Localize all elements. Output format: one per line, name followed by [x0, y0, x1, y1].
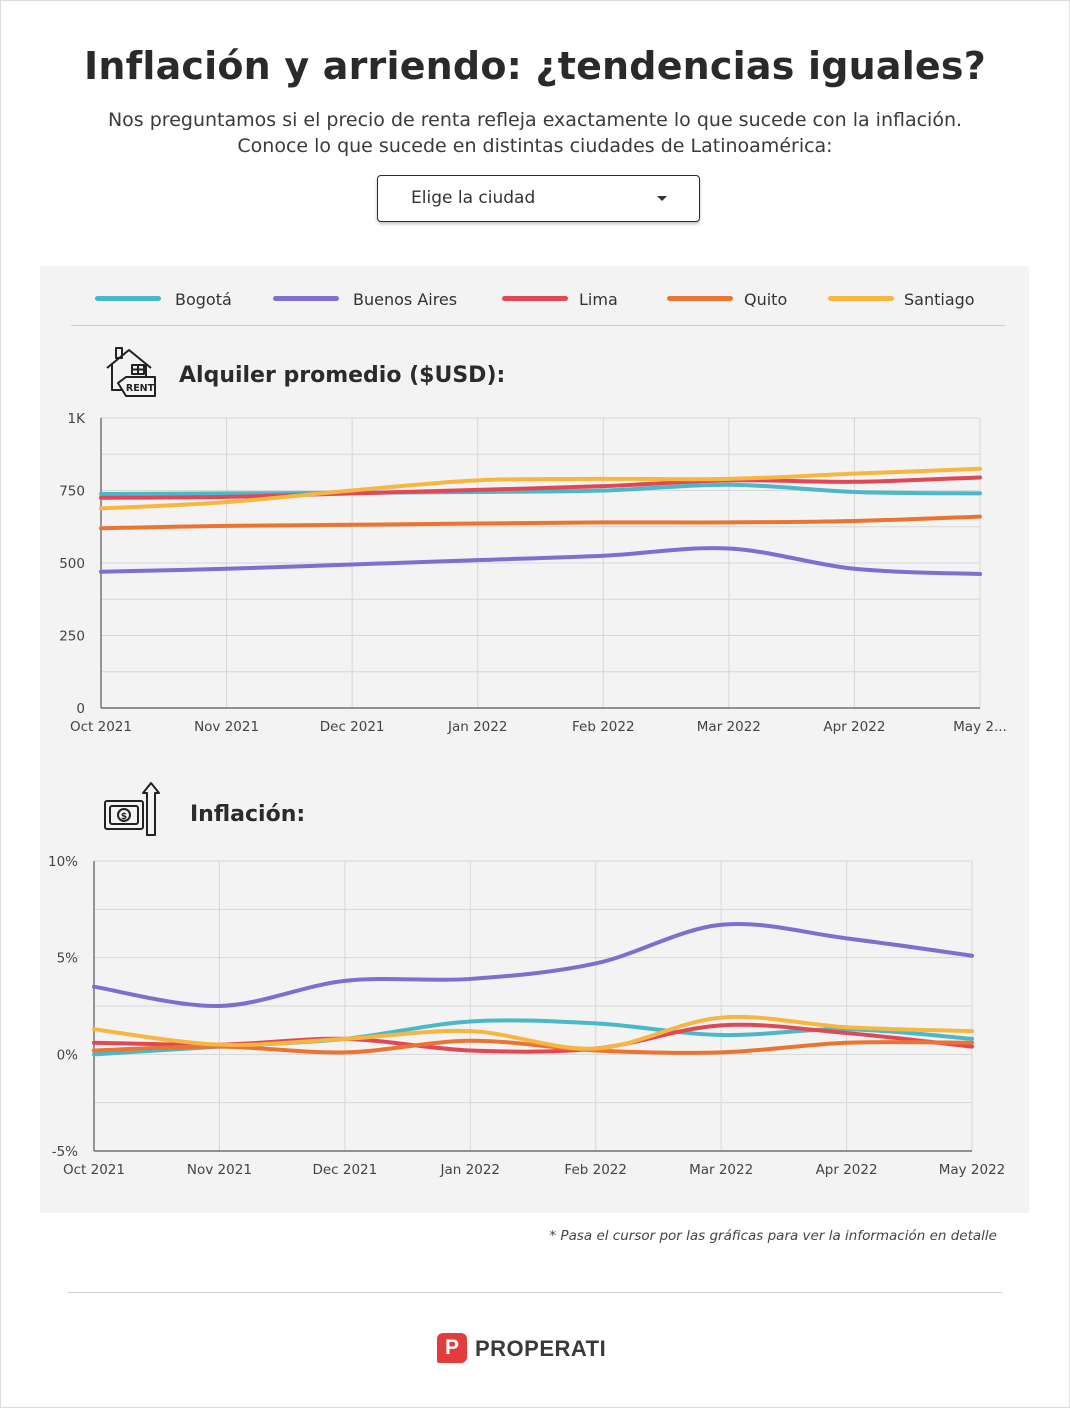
series-line-bogot-[interactable] — [99, 482, 982, 496]
series-line-lima[interactable] — [99, 475, 982, 500]
y-tick-label: -5% — [52, 1144, 78, 1160]
legend-divider — [71, 325, 1005, 326]
page-title: Inflación y arriendo: ¿tendencias iguale… — [84, 44, 986, 88]
x-tick-label: Mar 2022 — [697, 719, 761, 735]
subtitle-line-1: Nos preguntamos si el precio de renta re… — [107, 109, 963, 131]
legend-swatch — [828, 296, 894, 301]
footer-divider — [68, 1292, 1002, 1293]
series-line-santiago[interactable] — [92, 1014, 974, 1051]
inflation-chart[interactable]: -5% 0% 5% 10% Oct 2021 Nov 2021 Dec 2021 Jan 20… — [48, 854, 1005, 1178]
y-tick-label: 500 — [59, 556, 85, 572]
svg-text:RENT: RENT — [126, 383, 155, 394]
x-tick-label: Feb 2022 — [564, 1162, 627, 1178]
series-line-buenos-aires[interactable] — [99, 546, 982, 577]
rent-section-title: Alquiler promedio ($USD): — [179, 363, 506, 388]
brand-name: PROPERATI — [475, 1336, 607, 1361]
legend-item-lima[interactable]: Lima — [502, 290, 632, 309]
legend-swatch — [667, 296, 733, 301]
y-tick-label: 0 — [76, 701, 85, 717]
x-tick-label: Dec 2021 — [320, 719, 385, 735]
x-tick-label: May 2022 — [939, 1162, 1006, 1178]
subtitle-line-2: Conoce lo que sucede en distintas ciudad… — [237, 135, 833, 157]
y-tick-label: 0% — [57, 1047, 79, 1063]
legend-swatch — [273, 296, 339, 301]
y-tick-label: 10% — [48, 854, 78, 870]
x-tick-label: Jan 2022 — [447, 719, 507, 735]
x-tick-label: Apr 2022 — [816, 1162, 878, 1178]
legend-swatch — [502, 296, 568, 301]
x-tick-label: Jan 2022 — [440, 1162, 500, 1178]
x-tick-label: Dec 2021 — [312, 1162, 377, 1178]
x-tick-label: Feb 2022 — [572, 719, 635, 735]
series-line-quito[interactable] — [92, 1038, 974, 1055]
rent-chart[interactable]: 0 250 500 750 1K Oct 2021 Nov 2021 Dec 2021 Jan … — [59, 411, 1007, 735]
x-tick-label: Oct 2021 — [63, 1162, 125, 1178]
legend-label: Quito — [744, 290, 788, 309]
legend-item-santiago[interactable]: Santiago — [828, 290, 988, 309]
svg-text:$: $ — [121, 812, 127, 822]
charts-panel — [40, 266, 1029, 1213]
inflation-section-title: Inflación: — [190, 802, 306, 827]
legend-label: Santiago — [904, 290, 975, 309]
legend-item-bogota[interactable]: Bogotá — [95, 290, 245, 309]
legend-swatch — [95, 296, 161, 301]
properati-logo-icon: P — [437, 1333, 467, 1363]
page-subtitle: Nos preguntamos si el precio de renta re… — [0, 107, 1070, 159]
caret-down-icon — [657, 196, 667, 201]
x-tick-label: Nov 2021 — [187, 1162, 252, 1178]
y-tick-label: 1K — [68, 411, 87, 427]
series-line-quito[interactable] — [99, 514, 982, 531]
series-line-santiago[interactable] — [99, 466, 982, 511]
legend-label: Bogotá — [175, 290, 232, 309]
city-selector-dropdown[interactable]: Elige la ciudad — [377, 175, 700, 222]
x-tick-label: Apr 2022 — [823, 719, 885, 735]
series-line-buenos-aires[interactable] — [92, 921, 974, 1009]
x-tick-label: May 2... — [953, 719, 1007, 735]
y-tick-label: 5% — [57, 951, 79, 967]
x-tick-label: Nov 2021 — [194, 719, 259, 735]
y-tick-label: 750 — [59, 484, 85, 500]
house-rent-icon: RENT — [106, 347, 156, 397]
hover-footnote: * Pasa el cursor por las gráficas para v… — [549, 1228, 997, 1244]
x-tick-label: Oct 2021 — [70, 719, 132, 735]
y-tick-label: 250 — [59, 629, 85, 645]
legend-label: Lima — [579, 290, 618, 309]
city-selector-label: Elige la ciudad — [411, 188, 536, 208]
money-arrow-up-icon: $ — [104, 782, 160, 836]
legend-item-quito[interactable]: Quito — [667, 290, 797, 309]
legend-label: Buenos Aires — [353, 290, 458, 309]
legend-item-buenos-aires[interactable]: Buenos Aires — [273, 290, 473, 309]
x-tick-label: Mar 2022 — [689, 1162, 753, 1178]
